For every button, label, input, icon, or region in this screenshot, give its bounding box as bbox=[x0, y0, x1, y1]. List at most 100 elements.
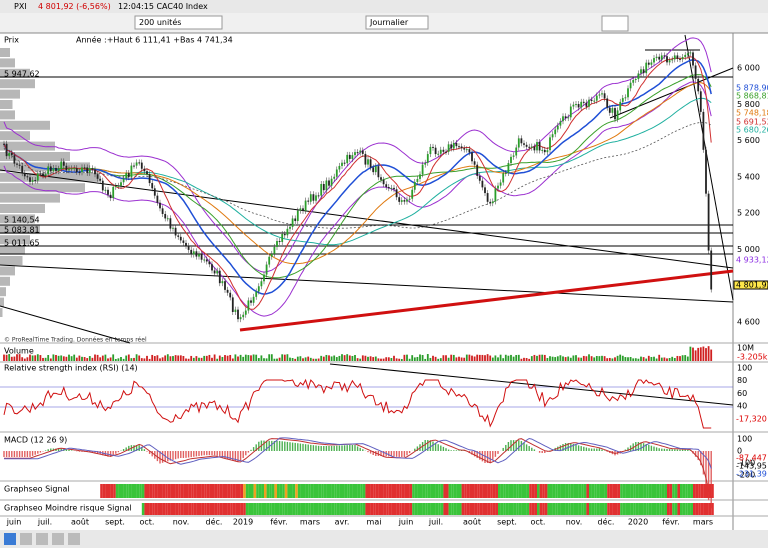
volume-bar bbox=[369, 356, 372, 361]
volume-bar bbox=[156, 355, 159, 361]
candle bbox=[372, 167, 375, 173]
signal-bar bbox=[656, 484, 660, 498]
signal-bar bbox=[378, 503, 381, 515]
volume-bar bbox=[507, 355, 510, 361]
volume-bar bbox=[55, 354, 57, 361]
signal-bar bbox=[386, 484, 389, 498]
signal-bar bbox=[706, 503, 709, 515]
candle bbox=[528, 146, 531, 148]
volume-bar bbox=[390, 357, 393, 361]
signal-bar bbox=[136, 503, 140, 515]
candle bbox=[502, 173, 505, 183]
signal-bar bbox=[48, 484, 51, 498]
tool-button[interactable] bbox=[52, 533, 64, 545]
volume-bar bbox=[263, 358, 265, 361]
volume-bar bbox=[21, 357, 24, 361]
signal-bar bbox=[147, 503, 150, 515]
volume-bar bbox=[629, 357, 632, 361]
tool-button[interactable] bbox=[68, 533, 80, 545]
signal-bar bbox=[542, 484, 545, 498]
volume-bar bbox=[26, 357, 29, 361]
volume-bar bbox=[177, 355, 180, 361]
signal-bar bbox=[459, 503, 462, 515]
signal-bar bbox=[500, 503, 504, 515]
candle bbox=[398, 197, 401, 202]
candle bbox=[8, 152, 11, 157]
signal-bar bbox=[290, 484, 293, 498]
month-label: 2020 bbox=[628, 518, 648, 527]
volume-bar bbox=[538, 354, 541, 361]
candle bbox=[203, 259, 206, 261]
candle bbox=[224, 281, 226, 290]
volume-bar bbox=[172, 356, 174, 361]
volume-bar bbox=[465, 354, 468, 361]
period-dropdown[interactable] bbox=[365, 15, 429, 30]
month-label: déc. bbox=[206, 517, 223, 527]
signal-bar bbox=[9, 503, 12, 515]
signal-bar bbox=[500, 484, 504, 498]
candle bbox=[127, 173, 130, 178]
volume-bar bbox=[551, 356, 554, 361]
signal-bar bbox=[323, 484, 327, 498]
price-axis-label: 5 000 bbox=[737, 245, 760, 254]
signal-bar bbox=[199, 484, 202, 498]
tool-button[interactable] bbox=[20, 533, 32, 545]
candle bbox=[671, 59, 674, 61]
candle bbox=[408, 198, 411, 200]
candle bbox=[385, 184, 388, 187]
month-label: févr. bbox=[662, 517, 680, 527]
volume-bar bbox=[195, 356, 198, 361]
candle bbox=[156, 195, 159, 203]
signal-bar bbox=[401, 484, 405, 498]
volume-bar bbox=[468, 354, 471, 361]
candle bbox=[250, 300, 252, 303]
volume-bar bbox=[572, 355, 575, 361]
volume-bar bbox=[317, 358, 320, 361]
signal-bar bbox=[599, 503, 602, 515]
signal-bar bbox=[22, 484, 25, 498]
candle bbox=[403, 200, 406, 202]
signal-bar bbox=[76, 484, 80, 498]
signal-bar bbox=[487, 503, 491, 515]
candle bbox=[135, 162, 138, 166]
candle bbox=[242, 314, 245, 318]
volume-bar bbox=[411, 355, 414, 361]
signal-bar bbox=[40, 484, 43, 498]
tool-button[interactable] bbox=[4, 533, 16, 545]
tool-button[interactable] bbox=[36, 533, 48, 545]
volume-bar bbox=[645, 358, 648, 361]
candle bbox=[81, 167, 83, 173]
volume-bar bbox=[640, 356, 642, 361]
signal-bar bbox=[503, 484, 506, 498]
volume-profile-bar bbox=[0, 141, 55, 151]
volume-bar bbox=[109, 357, 112, 361]
signal-bar bbox=[646, 484, 649, 498]
signal-bar bbox=[349, 484, 353, 498]
candle bbox=[484, 187, 486, 194]
signal-bar bbox=[529, 484, 532, 498]
signal-bar bbox=[602, 484, 605, 498]
signal-bar bbox=[534, 503, 537, 515]
month-label: sept. bbox=[497, 518, 517, 527]
candle bbox=[91, 168, 94, 170]
price-axis-label: 6 000 bbox=[737, 64, 760, 73]
candle bbox=[255, 291, 258, 297]
signal-bar bbox=[690, 503, 693, 515]
signal-bar bbox=[61, 503, 64, 515]
units-dropdown[interactable] bbox=[134, 15, 223, 30]
signal-bar bbox=[355, 484, 358, 498]
signal-bar bbox=[329, 484, 332, 498]
volume-bar bbox=[673, 358, 676, 361]
volume-bar bbox=[361, 355, 364, 361]
candle bbox=[541, 149, 544, 151]
signal-bar bbox=[654, 503, 657, 515]
signal-bar bbox=[186, 484, 189, 498]
signal-bar bbox=[110, 503, 114, 515]
price-marker bbox=[734, 126, 768, 134]
volume-bar bbox=[377, 358, 380, 361]
chart-type-button[interactable] bbox=[601, 15, 629, 32]
volume-bar bbox=[179, 355, 182, 361]
signal-bar bbox=[711, 503, 714, 515]
volume-profile-bar bbox=[0, 89, 20, 99]
signal-bar bbox=[594, 503, 597, 515]
